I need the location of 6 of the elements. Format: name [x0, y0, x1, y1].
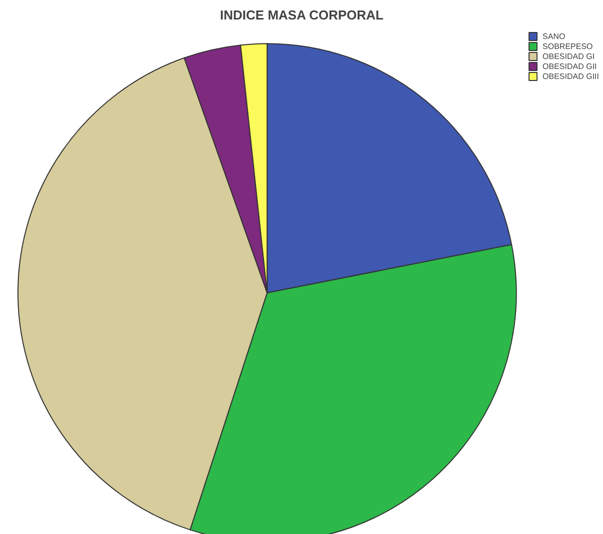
- legend-label: SANO: [542, 31, 566, 41]
- legend-label: OBESIDAD GI: [542, 51, 595, 61]
- legend-label: OBESIDAD GII: [542, 61, 597, 71]
- legend-label: SOBREPESO: [542, 41, 593, 51]
- legend-label: OBESIDAD GIII: [542, 71, 599, 81]
- chart-title: INDICE MASA CORPORAL: [220, 8, 384, 22]
